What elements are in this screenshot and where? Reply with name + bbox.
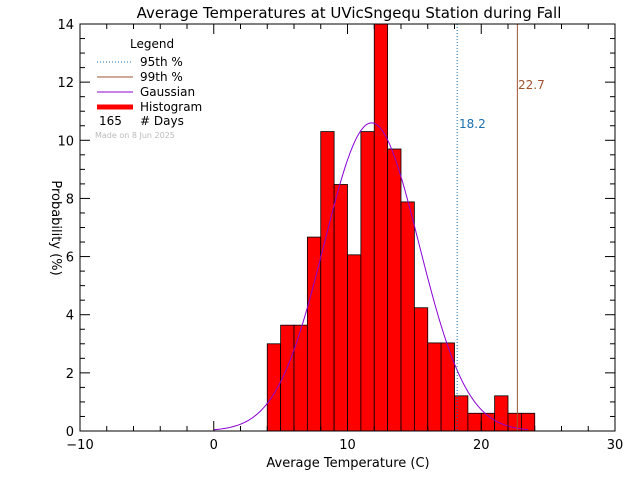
histogram-bar (387, 148, 402, 432)
y-tick-label: 6 (66, 251, 74, 266)
legend-label-p95: 95th % (140, 55, 183, 69)
histogram-bar (454, 395, 469, 432)
histogram-bar (293, 324, 308, 432)
gaussian-curve (213, 122, 529, 431)
y-tick-label: 2 (66, 367, 74, 382)
histogram-bar (467, 412, 482, 432)
plot-area (213, 23, 536, 432)
x-axis: −10 0 10 20 30 (66, 24, 623, 453)
histogram-bar (520, 412, 536, 432)
histogram-bar (266, 343, 282, 432)
legend-count-label: # Days (140, 114, 184, 128)
legend-label-histogram: Histogram (140, 100, 202, 114)
histogram-bar (347, 254, 362, 432)
p95-value-label: 18.2 (459, 117, 486, 131)
y-axis-label: Probability (%) (48, 180, 63, 275)
histogram-bar (360, 131, 375, 432)
histogram-bar (373, 23, 389, 432)
legend: Legend 95th % 99th % Gaussian Histogram … (95, 37, 202, 140)
histogram-bar (413, 307, 429, 432)
legend-label-p99: 99th % (140, 70, 183, 84)
histogram-bar (440, 342, 455, 432)
x-axis-label: Average Temperature (C) (266, 456, 429, 471)
legend-count-value: 165 (99, 114, 122, 128)
chart-title: Average Temperatures at UVicSngequ Stati… (137, 4, 562, 22)
y-tick-label: 14 (57, 18, 74, 33)
x-tick-label: 0 (210, 438, 218, 453)
x-tick-label: 20 (473, 438, 490, 453)
histogram-bar (333, 184, 348, 432)
y-tick-label: 4 (66, 309, 74, 324)
legend-label-gaussian: Gaussian (140, 85, 195, 99)
x-tick-label: 30 (607, 438, 624, 453)
p99-value-label: 22.7 (518, 78, 545, 92)
x-tick-label: −10 (66, 438, 93, 453)
y-tick-label: 0 (66, 425, 74, 440)
y-tick-label: 12 (57, 76, 74, 91)
x-tick-label: 10 (339, 438, 356, 453)
y-axis: 0 2 4 6 8 10 12 14 (57, 18, 615, 440)
histogram-bar (400, 201, 415, 432)
histogram-bar (320, 131, 335, 432)
y-tick-label: 10 (57, 134, 74, 149)
y-tick-label: 8 (66, 192, 74, 207)
made-on-note: Made on 8 Jun 2025 (95, 131, 175, 140)
histogram-bar (427, 342, 442, 432)
legend-title: Legend (130, 37, 174, 51)
